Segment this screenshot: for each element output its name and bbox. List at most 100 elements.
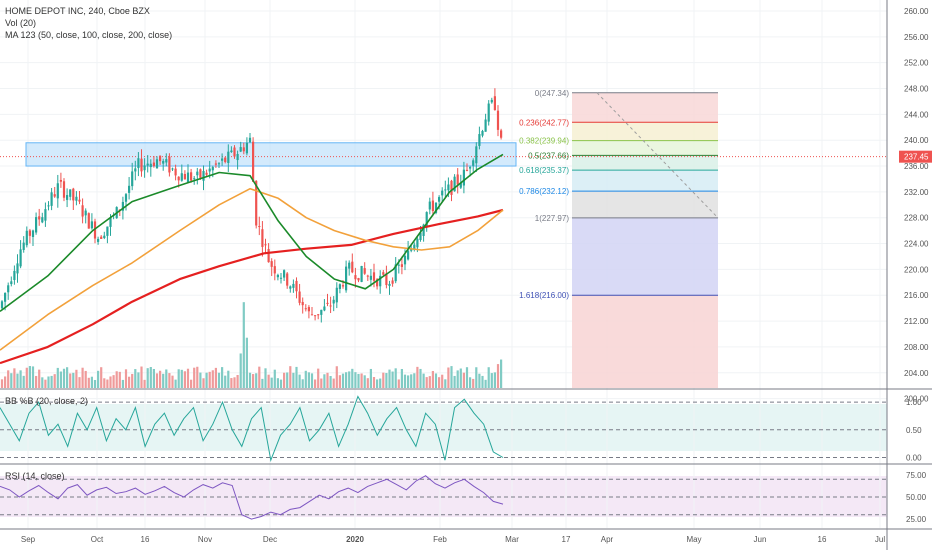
candle-body [465,169,469,171]
price-tick-label: 220.00 [904,265,929,274]
price-tick-label: 236.00 [904,162,929,171]
fib-level-label: 1.618(216.00) [519,291,569,300]
candle-body [351,261,354,273]
candle-body [441,190,444,196]
candle-body [190,172,193,181]
time-tick-label: 16 [818,535,827,544]
fib-level-label: 0.236(242.77) [519,118,569,127]
price-tick-label: 200.00 [904,395,929,404]
volume-bar [261,378,264,388]
candle-body [221,158,224,161]
candle-body [177,176,180,181]
volume-bar [304,370,307,388]
candle-body [264,244,267,246]
candle-body [372,272,376,281]
candle-body [493,96,496,111]
volume-bar [115,371,118,388]
volume-bar [53,374,56,388]
volume-bar [270,377,273,388]
candle-body [388,283,391,286]
volume-bar [0,379,4,388]
volume-bar [279,379,283,388]
support-resistance-zone [25,142,517,167]
candle-body [155,159,159,169]
price-tick-label: 212.00 [904,317,929,326]
volume-bar [366,378,369,388]
candle-body [202,171,205,181]
candle-body [236,153,239,161]
candle-body [100,236,103,239]
candle-body [407,250,410,260]
candle-body [159,155,162,162]
candle-body [193,178,196,180]
volume-bar [490,373,493,388]
candle-body [131,171,134,187]
price-tick-label: 244.00 [904,110,929,119]
candle-body [289,286,292,289]
candle-body [41,217,44,223]
candle-body [230,150,233,153]
volume-bar [276,378,279,388]
price-tick-label: 240.00 [904,136,929,145]
volume-bar [233,377,236,388]
volume-bar [174,379,177,388]
candle-body [19,249,22,267]
candle-body [422,224,425,236]
volume-bar [447,367,450,388]
candle-body [16,263,19,274]
last-price-tag [899,150,932,163]
volume-bar [165,369,168,388]
candle-body [283,270,286,278]
price-tick-label: 248.00 [904,85,929,94]
fib-level-label: 0.618(235.37) [519,166,569,175]
candle-body [44,209,47,221]
volume-bar [252,374,255,388]
price-tick-label: 252.00 [904,59,929,68]
candle-body [233,147,236,157]
ma50-line [0,153,504,313]
ma100-line [0,187,504,351]
candle-body [7,285,10,293]
volume-bar [134,369,137,388]
fib-level-label: 1(227.97) [535,214,570,223]
volume-bar [428,376,431,388]
bb-tick-label: 0.00 [906,453,922,462]
fib-trend-line [596,92,719,219]
volume-bar [394,368,397,388]
fib-zone [572,217,718,296]
volume-bar [230,378,233,388]
volume-bar [283,372,286,388]
price-tick-label: 256.00 [904,33,929,42]
volume-bar [128,376,131,388]
volume-bar [62,368,66,388]
candle-body [224,157,227,163]
volume-bar [19,370,22,388]
candle-body [84,210,87,216]
time-tick-label: Dec [263,535,277,544]
candle-body [434,202,438,214]
legend-vol: Vol (20) [5,18,37,28]
candle-body [345,266,348,291]
candle-body [28,230,31,236]
time-tick-label: Nov [198,535,212,544]
volume-bar [214,367,217,388]
time-tick-label: Oct [91,535,104,544]
volume-bar [140,366,143,388]
candle-body [106,226,109,236]
volume-bar [72,372,75,388]
volume-bar [217,372,221,388]
volume-bar [31,366,35,388]
volume-bar [348,371,351,388]
volume-bar [236,374,239,388]
volume-bar [16,373,19,388]
candle-body [162,160,165,164]
candle-body [53,194,56,197]
candle-body [196,171,199,176]
volume-bar [450,366,453,388]
volume-bar [320,378,323,388]
volume-bar [35,375,38,388]
volume-bar [56,367,59,388]
volume-bar [360,373,363,388]
volume-bar [493,372,496,388]
candle-body [304,308,307,310]
